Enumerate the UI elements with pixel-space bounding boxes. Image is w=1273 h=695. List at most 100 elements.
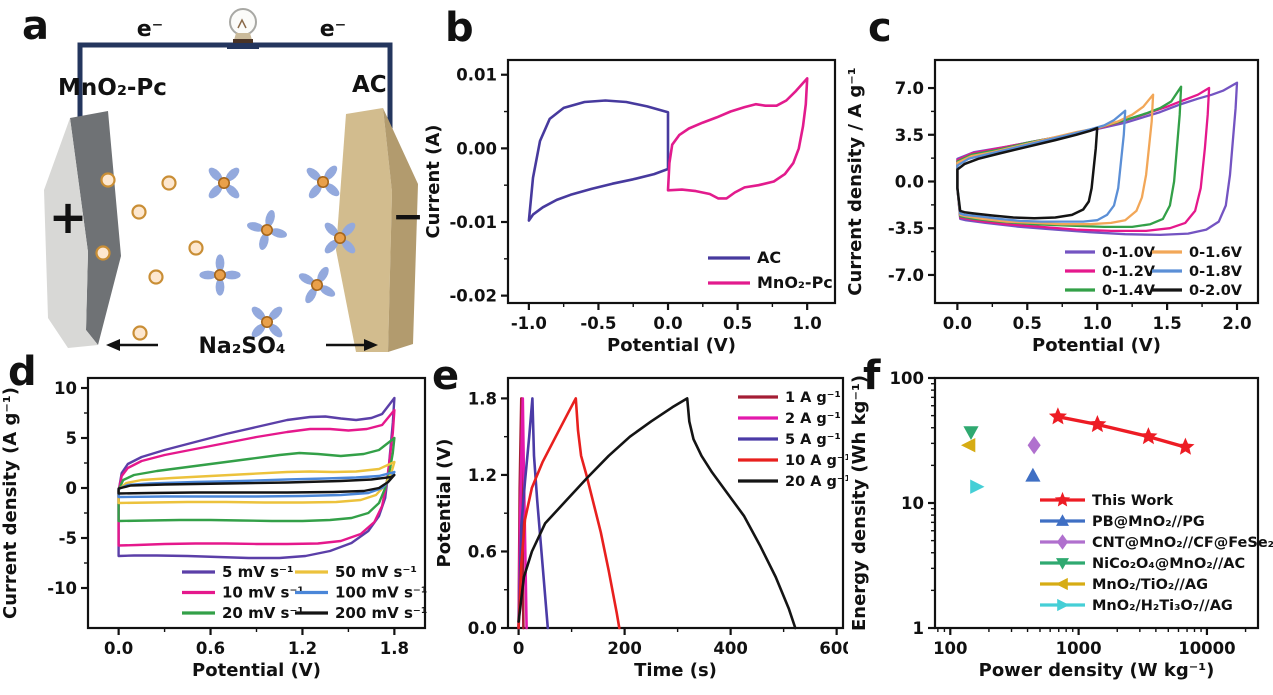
plot-frame <box>506 58 837 305</box>
marker-tri-up <box>1056 514 1069 526</box>
sodium-ion <box>131 204 147 220</box>
legend-label: MnO₂/H₂Ti₃O₇//AG <box>1092 598 1233 614</box>
electron-label-right: e⁻ <box>320 17 347 42</box>
y-tick-label: 3.5 <box>895 126 924 145</box>
sodium-ion <box>161 175 177 191</box>
chart-c-svg: 0.0 0.5 1.0 1.5 2.0 7.0 3.5 0.0 -3.5 -7.0 Potentia… <box>845 58 1260 355</box>
panel-c-letter: c <box>868 5 892 51</box>
legend-label: 20 A g⁻¹ <box>785 474 848 490</box>
panel-a-letter: a <box>22 3 49 49</box>
marker-star <box>1088 415 1107 433</box>
y-tick-label: 0 <box>66 479 77 498</box>
series-line <box>117 436 396 523</box>
x-tick-label: 0 <box>513 639 524 658</box>
legend-label: 20 mV s⁻¹ <box>222 604 304 622</box>
series-line <box>1056 415 1188 449</box>
series-line <box>117 473 396 495</box>
panel-f-letter: f <box>863 353 881 399</box>
left-electrode-label: MnO₂-Pc <box>58 75 167 101</box>
chart-d: 0.0 0.6 1.2 1.8 10 5 0 -5 -10 Potential (V) Curren… <box>0 376 427 681</box>
panel-f: f 100 1000 10000 1 10 100 Power density (W kg⁻… <box>845 350 1273 695</box>
electron-label-left: e⁻ <box>137 17 164 42</box>
series-line <box>117 408 396 547</box>
x-tick-label: 0.5 <box>1013 314 1042 333</box>
marker-tri-down <box>1056 558 1069 570</box>
schematic-svg: e⁻ e⁻ MnO₂-Pc AC + − <box>44 8 424 359</box>
y-axis-label: Potential (V) <box>434 439 455 568</box>
chart-b-svg: -1.0 -0.5 0.0 0.5 1.0 0.01 0.00 -0.01 -0.02 Poten… <box>425 58 837 355</box>
x-tick-label: 0.0 <box>104 639 133 658</box>
x-tick-label: 100 <box>933 639 967 658</box>
marker-diamond <box>1027 436 1041 455</box>
y-axis-label: Current density / A g⁻¹ <box>845 67 866 295</box>
y-tick-label: -5 <box>59 529 77 548</box>
chart-d-svg: 0.0 0.6 1.2 1.8 10 5 0 -5 -10 Potential (V) Curren… <box>0 376 427 681</box>
x-tick-label: 1000 <box>1056 639 1102 658</box>
lightbulb-icon <box>227 8 259 49</box>
legend-label: MnO₂/TiO₂//AG <box>1092 577 1208 593</box>
y-tick-label: 100 <box>890 369 924 388</box>
y-tick-label: 5 <box>66 429 77 448</box>
panel-d: d 0.0 0.6 1.2 1.8 10 5 0 -5 -10 Potential (V) Curr… <box>0 350 430 695</box>
electrolyte-label: Na₂SO₄ <box>198 334 285 359</box>
marker-tri-right <box>1057 598 1070 612</box>
x-tick-label: -0.5 <box>580 314 616 333</box>
marker-tri-up <box>1025 467 1041 482</box>
legend-label: AC <box>757 248 781 267</box>
sulfate-ion <box>198 253 242 297</box>
x-tick-label: 600 <box>819 639 848 658</box>
marker-star <box>1054 491 1071 507</box>
x-tick-label: 1.0 <box>793 314 822 333</box>
y-tick-label: 10 <box>901 494 924 513</box>
panel-e-letter: e <box>432 353 460 399</box>
y-tick-label: 0.0 <box>895 173 924 192</box>
legend-label: MnO₂-Pc <box>757 273 833 292</box>
series-line <box>666 77 809 200</box>
right-electrode-label: AC <box>352 72 387 98</box>
series-line <box>117 460 396 505</box>
x-axis-label: Potential (V) <box>607 335 736 355</box>
panel-c: c 0.0 0.5 1.0 1.5 2.0 7.0 3.5 0.0 -3.5 -7.0 Potent… <box>845 0 1273 355</box>
x-tick-label: 1.0 <box>1083 314 1112 333</box>
legend-label: 0-1.0V <box>1102 245 1156 261</box>
series-line <box>517 397 550 630</box>
x-tick-label: 1.5 <box>1152 314 1181 333</box>
x-tick-label: 1.2 <box>288 639 317 658</box>
chart-e: 0 200 400 600 1.8 1.2 0.6 0.0 Time (s) Potential … <box>434 376 848 681</box>
x-axis-label: Power density (W kg⁻¹) <box>979 660 1215 681</box>
panel-d-letter: d <box>8 349 37 395</box>
legend-label: 0-1.2V <box>1102 264 1156 280</box>
chart-f: 100 1000 10000 1 10 100 Power density (W kg⁻¹)… <box>849 369 1273 681</box>
x-tick-label: 0.0 <box>653 314 682 333</box>
x-tick-label: 2.0 <box>1222 314 1251 333</box>
legend-label: PB@MnO₂//PG <box>1092 514 1205 530</box>
marker-star <box>1139 427 1158 445</box>
y-tick-label: -10 <box>47 579 77 598</box>
y-tick-label: -0.01 <box>449 213 497 232</box>
sulfate-ion <box>194 153 254 213</box>
y-tick-label: 7.0 <box>895 79 924 98</box>
x-tick-label: -1.0 <box>511 314 547 333</box>
marker-star <box>1048 407 1067 425</box>
sodium-ion <box>132 325 148 341</box>
y-axis-label: Energy density (Wh kg⁻¹) <box>849 375 870 631</box>
legend-label: 0-1.4V <box>1102 283 1156 299</box>
right-electrode <box>336 108 418 352</box>
legend-label: 10 mV s⁻¹ <box>222 584 304 602</box>
y-tick-label: 1.2 <box>468 466 497 485</box>
series-line <box>956 109 1127 223</box>
y-tick-label: -0.02 <box>449 287 497 306</box>
series-line <box>517 397 621 630</box>
marker-tri-left <box>961 438 976 453</box>
plus-sign: + <box>49 190 88 244</box>
sodium-ion <box>100 172 116 188</box>
chart-e-svg: 0 200 400 600 1.8 1.2 0.6 0.0 Time (s) Potential … <box>434 376 848 681</box>
y-tick-label: -3.5 <box>888 219 924 238</box>
legend-label: 50 mV s⁻¹ <box>335 563 417 581</box>
arrow-head-right <box>364 339 378 351</box>
chart-f-svg: 100 1000 10000 1 10 100 Power density (W kg⁻¹)… <box>849 369 1273 681</box>
series-line <box>956 126 1099 220</box>
y-tick-label: 0.00 <box>456 139 497 158</box>
sodium-ions <box>95 172 204 341</box>
